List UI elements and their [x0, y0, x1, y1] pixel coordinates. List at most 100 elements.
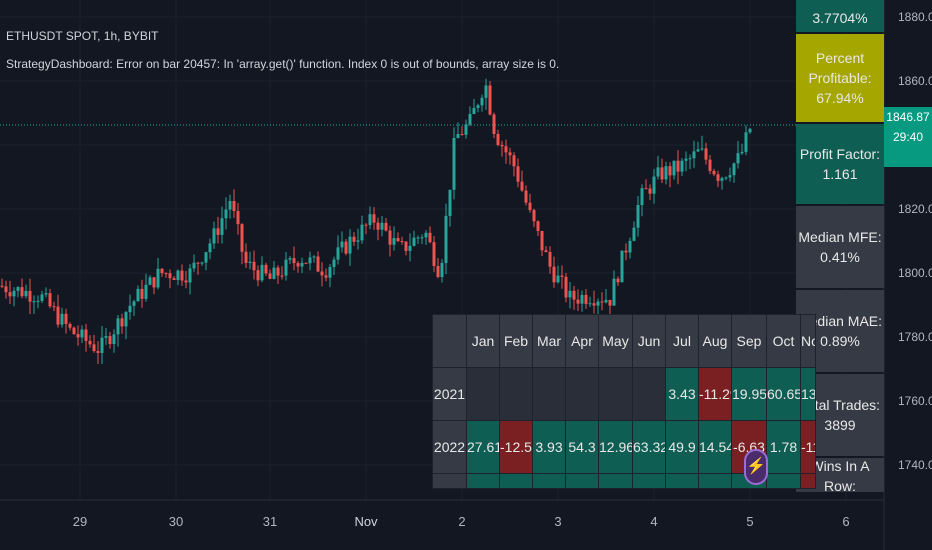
candle-body [376, 222, 380, 230]
candlestick-series [0, 78, 752, 364]
candle-body [748, 128, 752, 133]
candle-body [24, 290, 28, 297]
monthly-returns-table: JanFebMarAprMayJunJulAugSepOctNo 2021 3.4… [432, 314, 816, 489]
candle-body [632, 227, 636, 241]
candle-body [476, 105, 480, 109]
current-price-tag: 1846.87 29:40 [884, 107, 932, 167]
candle-body [140, 288, 144, 299]
return-cell: 49.9 [665, 420, 699, 474]
return-cell: -11 [800, 420, 816, 474]
candle-body [608, 299, 612, 306]
profit-factor-label: Profit Factor: [799, 146, 881, 162]
candle-body [464, 124, 468, 135]
candle-body [256, 270, 260, 281]
candle-body [116, 318, 120, 335]
return-cell [665, 473, 699, 489]
candle-body [100, 337, 104, 353]
candle-body [680, 160, 684, 172]
candle-body [480, 97, 484, 106]
return-cell: -12.51 [499, 420, 533, 474]
return-cell [532, 367, 566, 421]
month-header-cell: Oct [766, 314, 801, 368]
candle-body [668, 166, 672, 176]
price-tick-label: 1880.00 [898, 10, 932, 24]
return-cell [565, 473, 599, 489]
candle-body [268, 273, 272, 279]
symbol-title[interactable]: ETHUSDT SPOT, 1h, BYBIT [6, 29, 159, 43]
month-header-cell: May [598, 314, 633, 368]
candle-body [560, 275, 564, 277]
candle-body [128, 305, 132, 313]
candle-body [212, 228, 216, 244]
return-cell: 27.61 [466, 420, 500, 474]
candle-body [684, 158, 688, 161]
time-tick-label: 2 [458, 514, 466, 529]
lightning-icon[interactable]: ⚡ [744, 449, 768, 485]
candle-body [648, 188, 652, 194]
candle-body [136, 288, 140, 302]
candle-body [492, 114, 496, 134]
month-header-row: JanFebMarAprMayJunJulAugSepOctNo [432, 314, 816, 368]
candle-body [264, 264, 268, 274]
candle-body [48, 293, 52, 307]
candle-body [548, 252, 552, 267]
candle-body [76, 334, 80, 338]
candle-body [36, 300, 40, 302]
candle-body [80, 329, 84, 338]
candle-body [672, 160, 676, 176]
median-mfe-cell: Median MFE: 0.41% [796, 206, 884, 288]
time-tick-label: 30 [168, 514, 184, 529]
candle-body [624, 250, 628, 253]
percent-profitable-value: 67.94% [816, 90, 864, 106]
candle-body [484, 85, 488, 98]
price-tick-label: 1780.00 [898, 330, 932, 344]
candle-body [148, 277, 152, 285]
candle-body [568, 290, 572, 298]
candle-body [692, 151, 696, 159]
candle-body [260, 264, 264, 281]
candle-body [544, 250, 548, 253]
time-tick-label: 29 [72, 514, 88, 529]
candle-body [144, 284, 148, 299]
candle-body [504, 146, 508, 153]
candle-body [124, 312, 128, 327]
candle-body [320, 271, 324, 276]
candle-body [716, 174, 720, 181]
candle-body [564, 276, 568, 298]
candle-body [168, 273, 172, 279]
return-cell [532, 473, 566, 489]
candle-body [344, 241, 348, 254]
candle-body [436, 265, 440, 277]
candle-body [156, 268, 160, 288]
candle-body [432, 242, 436, 266]
median-mfe-label: Median MFE: [798, 229, 882, 245]
month-header-cell: Feb [499, 314, 533, 368]
time-tick-label: Nov [354, 514, 378, 529]
candle-body [184, 280, 188, 283]
candle-body [372, 214, 376, 223]
return-cell: 3.93 [532, 420, 566, 474]
return-cell [632, 473, 666, 489]
candle-body [20, 287, 24, 297]
candle-body [8, 292, 12, 297]
year-label-cell: 2022 [432, 420, 467, 474]
candle-body [200, 262, 204, 264]
candle-body [744, 132, 748, 152]
candle-body [704, 148, 708, 160]
candle-body [132, 301, 136, 306]
candle-body [360, 224, 364, 241]
candle-body [92, 344, 96, 352]
month-header-cell: Sep [731, 314, 767, 368]
candle-body [420, 237, 424, 239]
candle-body [440, 262, 444, 277]
percent-profitable-cell: Percent Profitable: 67.94% [796, 34, 884, 122]
candle-body [308, 257, 312, 264]
candle-body [40, 294, 44, 301]
candle-body [556, 275, 560, 283]
candle-body [664, 166, 668, 180]
candle-body [452, 138, 456, 190]
candle-body [28, 290, 32, 302]
total-trades-label: Total Trades: [799, 397, 881, 413]
candle-body [620, 250, 624, 283]
candle-body [332, 259, 336, 268]
